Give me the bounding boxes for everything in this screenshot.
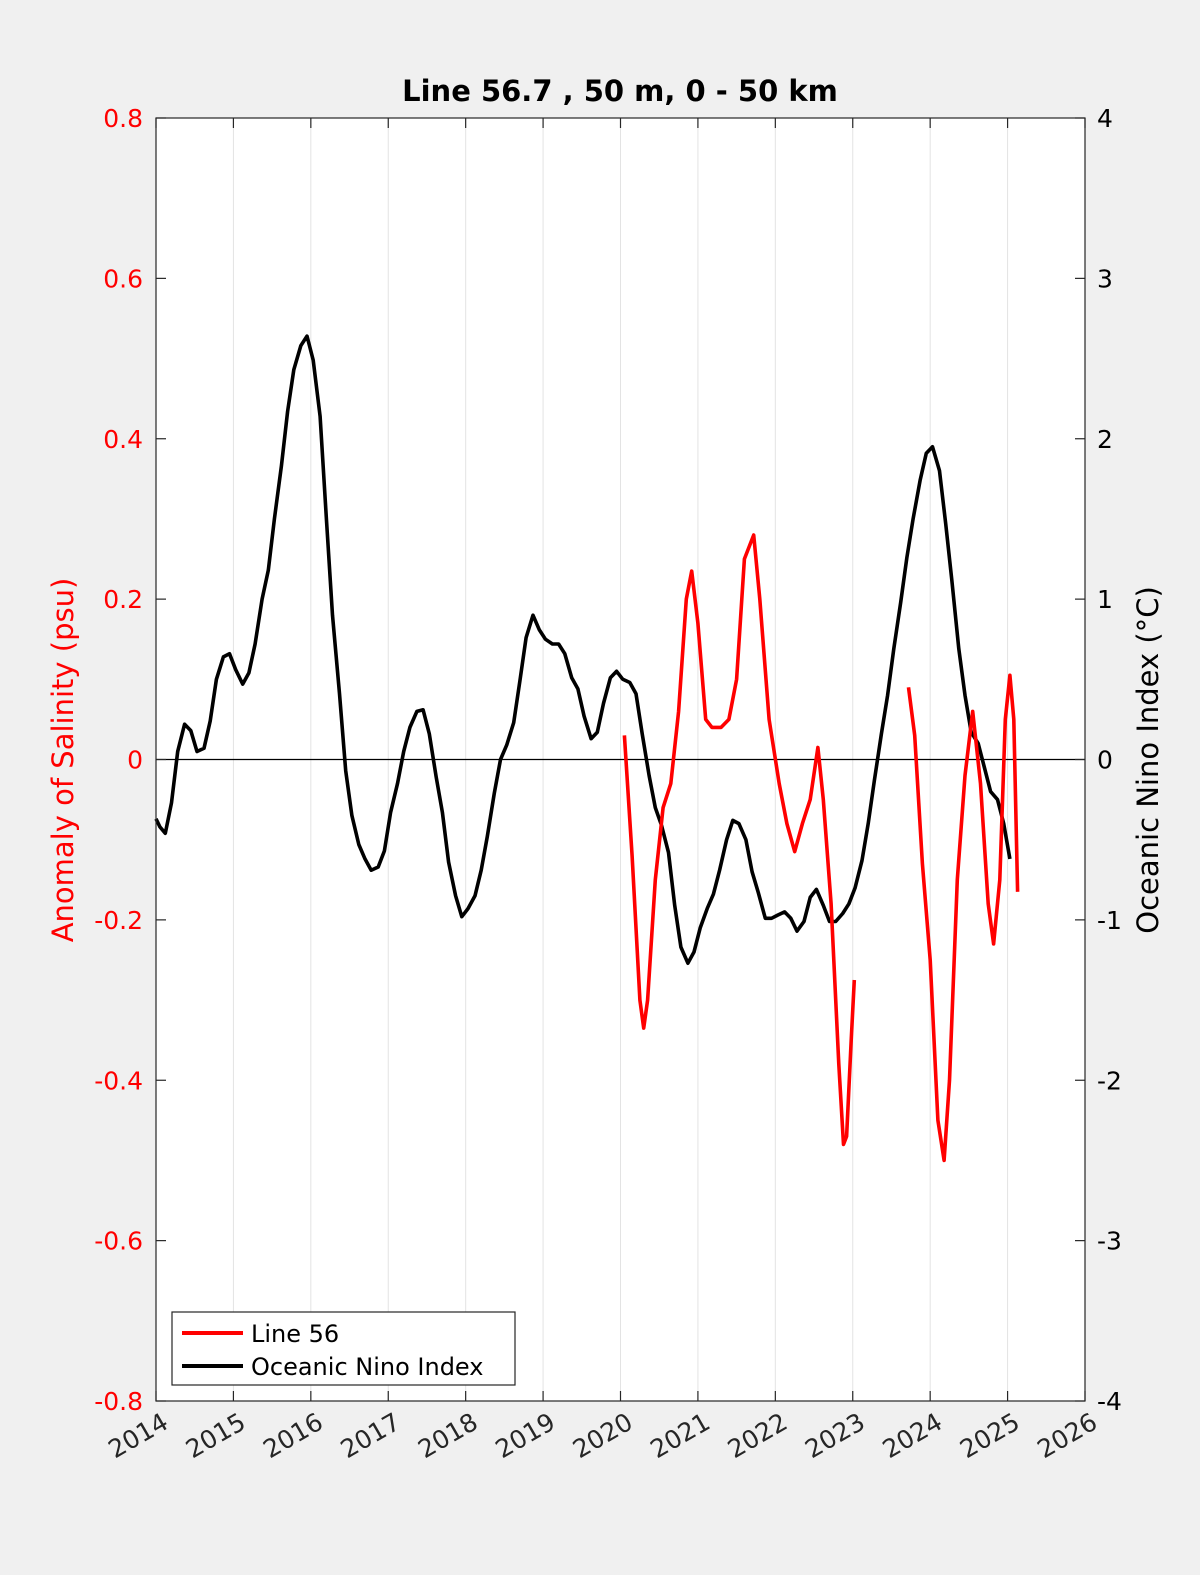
y-right-tick-label: 4 — [1097, 104, 1113, 133]
x-tick-label: 2025 — [955, 1407, 1025, 1464]
y-left-tick-label: 0.8 — [103, 104, 143, 133]
y-right-tick-label: -4 — [1097, 1387, 1122, 1416]
y-right-tick-label: -1 — [1097, 906, 1122, 935]
x-tick-label: 2021 — [645, 1407, 715, 1464]
x-tick-label: 2019 — [490, 1407, 560, 1464]
y-left-tick-label: -0.2 — [94, 906, 143, 935]
ticks — [155, 117, 1086, 1402]
x-tick-label: 2020 — [568, 1407, 638, 1464]
x-tick-label: 2015 — [181, 1407, 251, 1464]
y-left-tick-label: 0.4 — [103, 425, 143, 454]
y-left-tick-label: -0.6 — [94, 1227, 143, 1256]
y-left-tick-label: 0 — [127, 746, 143, 775]
legend: Line 56 Oceanic Nino Index — [171, 1311, 516, 1386]
y-right-axis-label: Oceanic Nino Index (°C) — [1131, 586, 1165, 934]
legend-label-line-56: Line 56 — [251, 1320, 339, 1348]
y-right-tick-labels: 4 3 2 1 0 -1 -2 -3 -4 — [1097, 104, 1122, 1416]
legend-label-oceanic-nino-index: Oceanic Nino Index — [251, 1353, 483, 1381]
y-right-tick-label: 2 — [1097, 425, 1113, 454]
legend-box — [171, 1311, 516, 1386]
y-left-tick-label: -0.8 — [94, 1387, 143, 1416]
y-right-tick-label: 1 — [1097, 585, 1113, 614]
y-left-tick-label: 0.2 — [103, 585, 143, 614]
y-right-tick-label: -2 — [1097, 1066, 1122, 1095]
y-right-tick-label: -3 — [1097, 1227, 1122, 1256]
series-line-line-56-segment-1 — [906, 673, 1020, 1163]
chart-title: Line 56.7 , 50 m, 0 - 50 km — [402, 74, 838, 108]
y-left-axis-label: Anomaly of Salinity (psu) — [46, 578, 80, 943]
x-tick-label: 2022 — [723, 1407, 793, 1464]
x-tick-label: 2024 — [878, 1407, 948, 1464]
x-tick-label: 2023 — [800, 1407, 870, 1464]
x-tick-label: 2016 — [258, 1407, 328, 1464]
y-left-tick-labels: 0.8 0.6 0.4 0.2 0 -0.2 -0.4 -0.6 -0.8 — [94, 104, 143, 1416]
x-tick-label: 2026 — [1032, 1407, 1102, 1464]
series-layer — [154, 334, 1020, 1163]
y-right-tick-label: 3 — [1097, 264, 1113, 293]
y-right-tick-label: 0 — [1097, 746, 1113, 775]
series-line-line-56-segment-0 — [622, 533, 857, 1147]
x-tick-label: 2018 — [413, 1407, 483, 1464]
y-left-tick-label: 0.6 — [103, 264, 143, 293]
x-tick-labels: 2014 2015 2016 2017 2018 2019 2020 2021 2022 2023… — [103, 1407, 1102, 1464]
y-left-tick-label: -0.4 — [94, 1066, 143, 1095]
x-tick-label: 2017 — [336, 1407, 406, 1464]
series-line-oceanic-nino-index — [154, 334, 1012, 965]
